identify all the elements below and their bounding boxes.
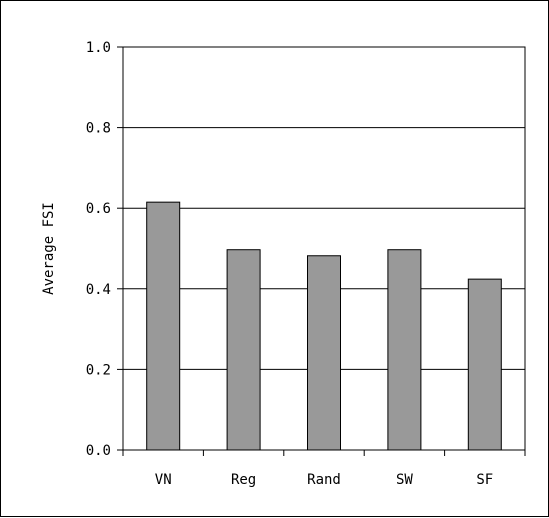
x-tick-label: Rand <box>307 472 341 488</box>
y-tick-label: 0.4 <box>86 282 111 298</box>
x-tick-label: SF <box>476 472 493 488</box>
x-tick-label: SW <box>396 472 413 488</box>
y-axis-title: Average FSI <box>41 202 57 295</box>
x-tick-label: Reg <box>231 472 256 488</box>
y-tick-label: 0.2 <box>86 362 111 378</box>
bar-rand <box>307 255 341 451</box>
bar-vn <box>146 201 181 451</box>
y-tick-label: 1.0 <box>86 40 111 56</box>
x-axis: VN Reg Rand SW SF <box>122 450 526 488</box>
y-tick-label: 0.8 <box>86 121 111 137</box>
bars <box>146 201 502 451</box>
y-axis: 0.0 0.2 0.4 0.6 0.8 1.0 <box>86 40 123 459</box>
bar-sf <box>467 278 502 451</box>
plot-area <box>122 46 526 451</box>
bar-reg <box>226 249 261 451</box>
x-tick-label: VN <box>155 472 172 488</box>
bar-sw <box>387 249 422 451</box>
y-tick-label: 0.0 <box>86 443 111 459</box>
y-tick-label: 0.6 <box>86 201 111 217</box>
